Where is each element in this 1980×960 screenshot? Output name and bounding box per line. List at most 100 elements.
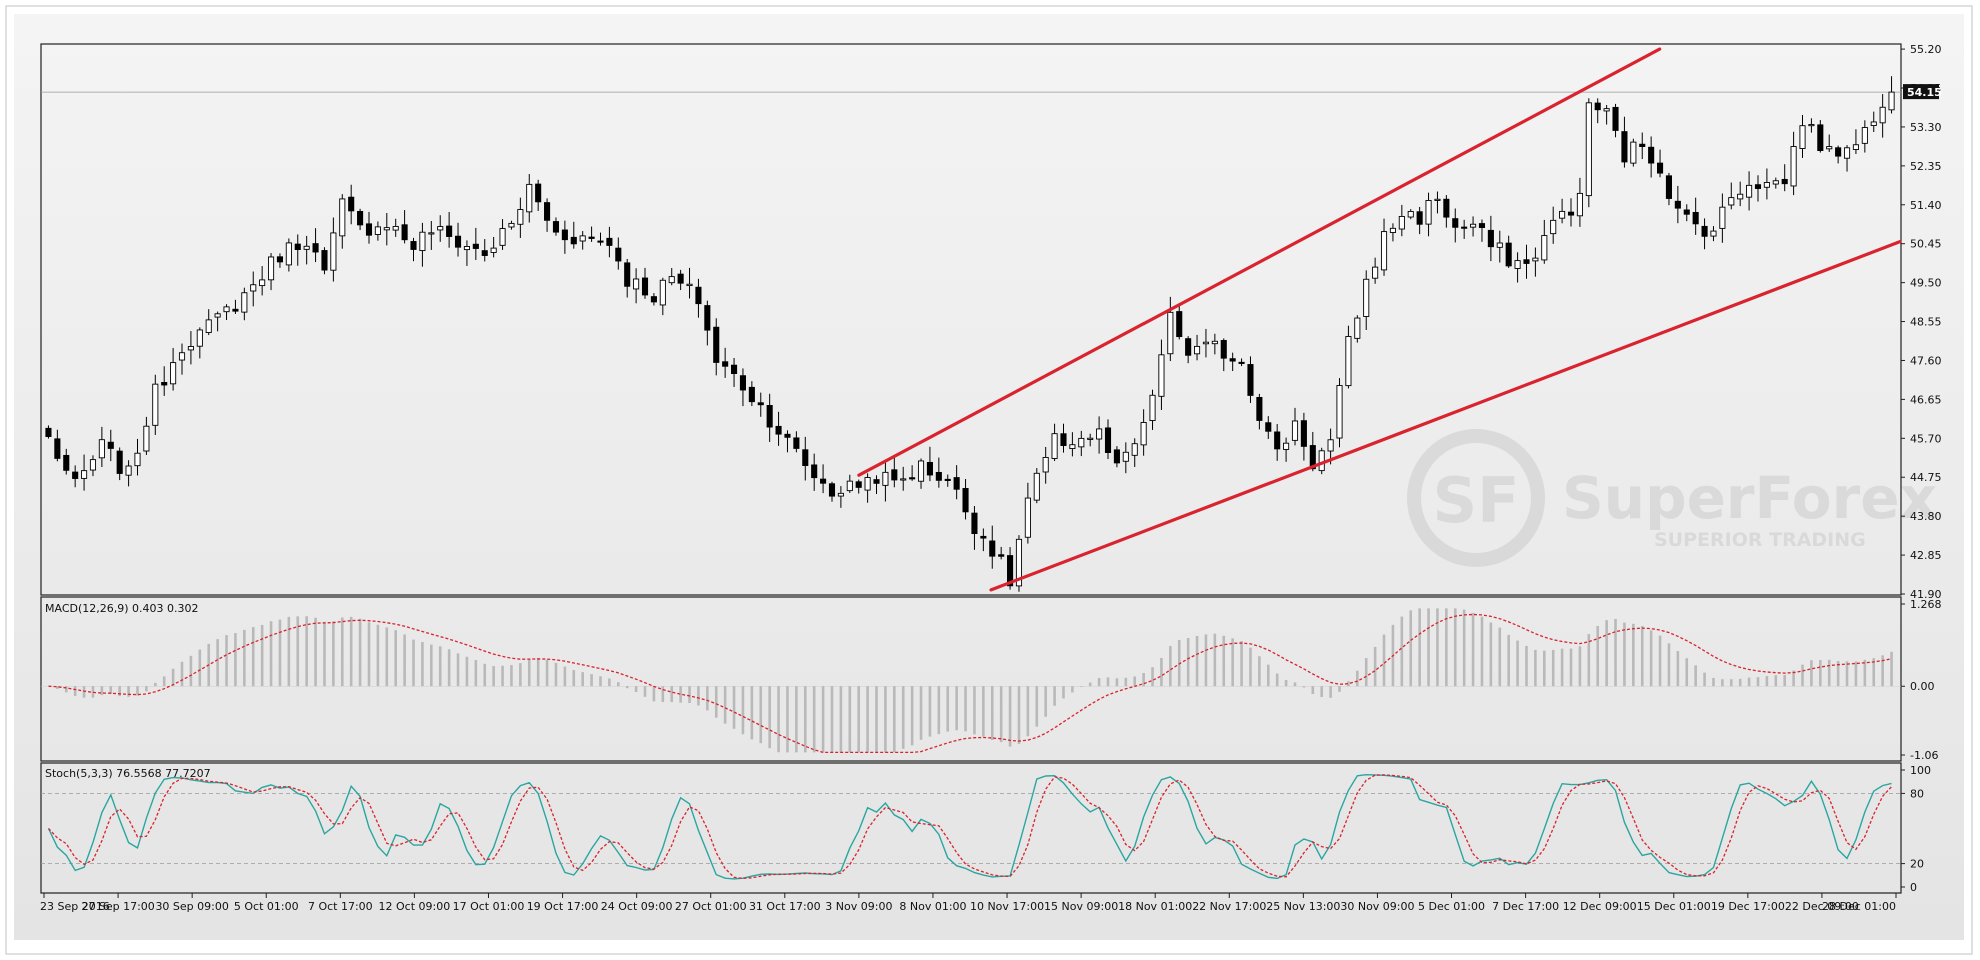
candle bbox=[1238, 358, 1245, 367]
candle bbox=[508, 220, 515, 230]
candle bbox=[535, 179, 542, 211]
x-tick-label: 30 Nov 09:00 bbox=[1340, 900, 1414, 913]
stoch-y-tick-label: 20 bbox=[1910, 858, 1924, 871]
candle bbox=[1104, 419, 1112, 460]
candle bbox=[63, 448, 70, 475]
candle bbox=[1372, 257, 1379, 284]
candle bbox=[1737, 181, 1744, 207]
candle bbox=[232, 299, 239, 314]
price-y-tick-label: 55.20 bbox=[1910, 43, 1942, 56]
candle bbox=[1835, 145, 1842, 164]
x-tick-label: 7 Dec 17:00 bbox=[1492, 900, 1559, 913]
candle bbox=[463, 240, 470, 266]
candle bbox=[989, 525, 996, 569]
candle bbox=[339, 194, 346, 249]
candle bbox=[544, 198, 551, 232]
candle bbox=[1639, 132, 1646, 160]
x-tick-label: 27 Oct 01:00 bbox=[675, 900, 747, 913]
candle bbox=[882, 461, 889, 502]
candle bbox=[1523, 244, 1530, 279]
candle bbox=[1265, 416, 1272, 439]
x-tick-label: 18 Nov 01:00 bbox=[1118, 900, 1192, 913]
candle bbox=[1532, 247, 1539, 277]
candle bbox=[900, 466, 907, 491]
candle bbox=[312, 228, 319, 263]
x-tick-label: 12 Dec 09:00 bbox=[1563, 900, 1637, 913]
candle bbox=[125, 460, 132, 487]
candle bbox=[526, 174, 533, 223]
candle bbox=[187, 331, 194, 365]
candle bbox=[1621, 116, 1628, 168]
price-y-tick-label: 41.90 bbox=[1910, 588, 1942, 601]
candle bbox=[570, 221, 577, 249]
macd-signal-line bbox=[48, 613, 1892, 754]
candle bbox=[98, 426, 105, 468]
candle bbox=[1852, 129, 1859, 155]
candle bbox=[650, 293, 657, 306]
candle bbox=[962, 478, 969, 520]
candle bbox=[107, 429, 114, 462]
candle bbox=[828, 481, 836, 502]
candle bbox=[1683, 204, 1690, 222]
candle bbox=[446, 212, 453, 248]
x-tick-label: 31 Oct 17:00 bbox=[749, 900, 821, 913]
price-y-tick-label: 47.60 bbox=[1910, 354, 1942, 367]
candle bbox=[392, 218, 399, 237]
candle bbox=[704, 300, 711, 346]
candle bbox=[1763, 168, 1770, 200]
candle bbox=[891, 457, 898, 488]
x-tick-label: 22 Dec 09:00 bbox=[1785, 900, 1859, 913]
candle bbox=[1612, 103, 1619, 138]
candle bbox=[998, 546, 1005, 560]
candle bbox=[1229, 352, 1236, 372]
candle bbox=[552, 217, 560, 236]
stoch-signal-line bbox=[48, 774, 1892, 880]
candle bbox=[348, 184, 355, 225]
x-tick-label: 15 Dec 01:00 bbox=[1637, 900, 1711, 913]
price-panel-frame bbox=[40, 43, 1902, 596]
stoch-panel-frame bbox=[40, 762, 1902, 894]
candle bbox=[401, 210, 408, 244]
candle bbox=[641, 267, 649, 299]
candle bbox=[357, 208, 364, 231]
candle bbox=[285, 238, 292, 272]
candle bbox=[1505, 235, 1512, 268]
price-y-tick-label: 53.30 bbox=[1910, 121, 1942, 134]
candle bbox=[1701, 218, 1708, 250]
candle bbox=[1015, 535, 1023, 592]
candle bbox=[1425, 192, 1432, 237]
x-tick-label: 19 Oct 17:00 bbox=[527, 900, 599, 913]
candle bbox=[481, 239, 488, 262]
candle bbox=[1345, 325, 1352, 389]
candle bbox=[793, 431, 800, 453]
price-y-tick-label: 50.45 bbox=[1910, 238, 1942, 251]
candle bbox=[1434, 191, 1441, 214]
candle bbox=[1478, 219, 1486, 242]
candle bbox=[1078, 430, 1085, 457]
price-plot bbox=[41, 47, 1902, 592]
candle bbox=[178, 343, 186, 375]
candle bbox=[1167, 296, 1174, 362]
candle bbox=[321, 247, 328, 275]
candle bbox=[802, 436, 809, 481]
lower-channel-line bbox=[989, 240, 1902, 592]
candle bbox=[1630, 138, 1637, 167]
candle bbox=[775, 411, 782, 446]
x-tick-label: 27 Sep 17:00 bbox=[81, 900, 154, 913]
macd-y-tick-label: 0.00 bbox=[1910, 680, 1935, 693]
candle bbox=[170, 347, 177, 391]
candle bbox=[1363, 270, 1370, 331]
macd-y-tick-label: -1.06 bbox=[1910, 749, 1938, 762]
candle bbox=[1176, 303, 1183, 340]
candle bbox=[1648, 136, 1655, 178]
candle bbox=[1096, 416, 1103, 454]
candle bbox=[267, 253, 275, 291]
macd-panel-frame bbox=[40, 596, 1902, 762]
candle bbox=[1496, 230, 1503, 263]
candle bbox=[143, 416, 150, 455]
last-price-tag bbox=[1903, 84, 1939, 100]
candle bbox=[241, 287, 248, 321]
candle bbox=[152, 374, 159, 435]
candle bbox=[1559, 198, 1566, 224]
candle bbox=[615, 237, 622, 270]
